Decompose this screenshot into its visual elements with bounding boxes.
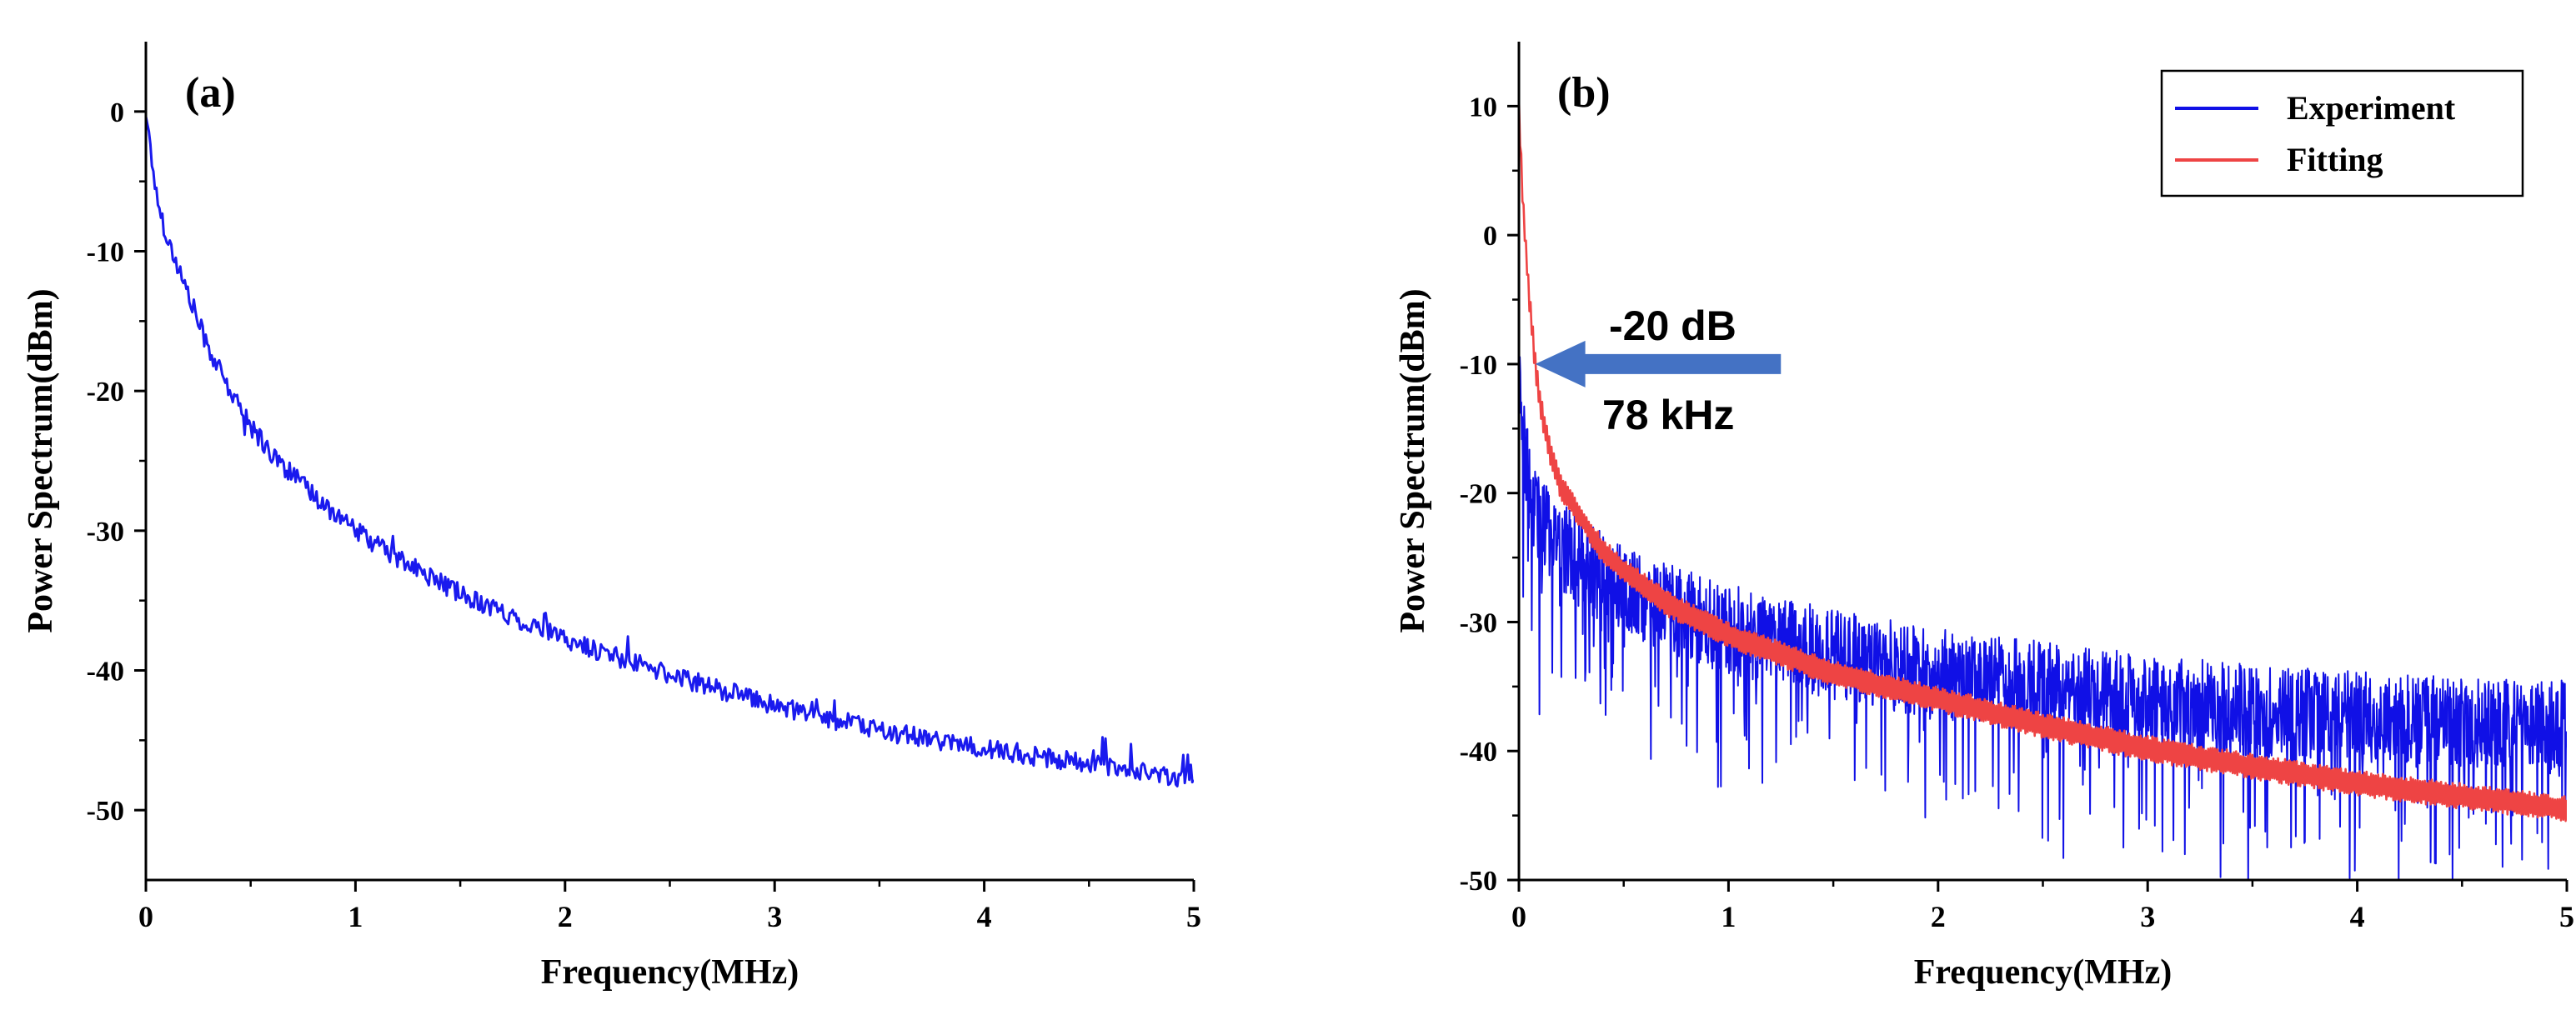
panel-label: (a): [185, 69, 236, 117]
x-tick-label: 4: [2350, 900, 2365, 933]
x-tick-label: 2: [558, 900, 573, 933]
panel-label: (b): [1557, 69, 1611, 117]
chart-panel-b: 0 1 2 3 4 5 10 0 -10 -20 -30 -40 -50 Frequency(MHz) Po…: [1394, 42, 2574, 992]
y-tick-label: -20: [1460, 479, 1497, 510]
x-axis-label: Frequency(MHz): [541, 953, 799, 992]
x-tick-label: 0: [138, 900, 153, 933]
x-tick-label: 3: [2140, 900, 2155, 933]
legend-label-fitting: Fitting: [2287, 141, 2383, 178]
y-tick-label: -20: [87, 377, 124, 408]
y-tick-label: -30: [87, 517, 124, 548]
y-axis-label: Power Spectrum(dBm): [22, 288, 60, 632]
x-tick-label: 5: [1186, 900, 1201, 933]
x-tick-label: 2: [1931, 900, 1946, 933]
y-tick-label: -50: [1460, 866, 1497, 897]
legend-label-experiment: Experiment: [2287, 89, 2456, 127]
annotation-khz: 78 kHz: [1602, 392, 1734, 438]
series-line-fitting: [1519, 97, 2567, 822]
y-tick-label: 10: [1469, 92, 1497, 122]
x-tick-label: 4: [977, 900, 992, 933]
x-tick-label: 0: [1511, 900, 1526, 933]
x-tick-label: 3: [767, 900, 782, 933]
x-tick-label: 1: [1721, 900, 1736, 933]
y-tick-label: -10: [87, 238, 124, 268]
y-tick-label: 0: [110, 98, 124, 128]
y-tick-label: -40: [1460, 737, 1497, 768]
legend-box: [2160, 69, 2524, 198]
arrow-head: [1535, 340, 1586, 388]
y-tick-label: -40: [87, 657, 124, 688]
y-tick-label: 0: [1483, 221, 1497, 252]
y-tick-label: -10: [1460, 350, 1497, 381]
y-axis-label: Power Spectrum(dBm): [1394, 288, 1432, 632]
annotation-db: -20 dB: [1609, 302, 1737, 349]
y-tick-label: -30: [1460, 608, 1497, 638]
x-tick-label: 1: [348, 900, 363, 933]
chart-panel-a: 0 1 2 3 4 5 0 -10 -20 -30 -40 -50 Frequency(MHz) Powe…: [22, 42, 1201, 992]
x-tick-label: 5: [2559, 900, 2574, 933]
x-axis-label: Frequency(MHz): [1914, 953, 2172, 992]
series-line-spectrum: [146, 116, 1194, 788]
y-tick-label: -50: [87, 796, 124, 827]
